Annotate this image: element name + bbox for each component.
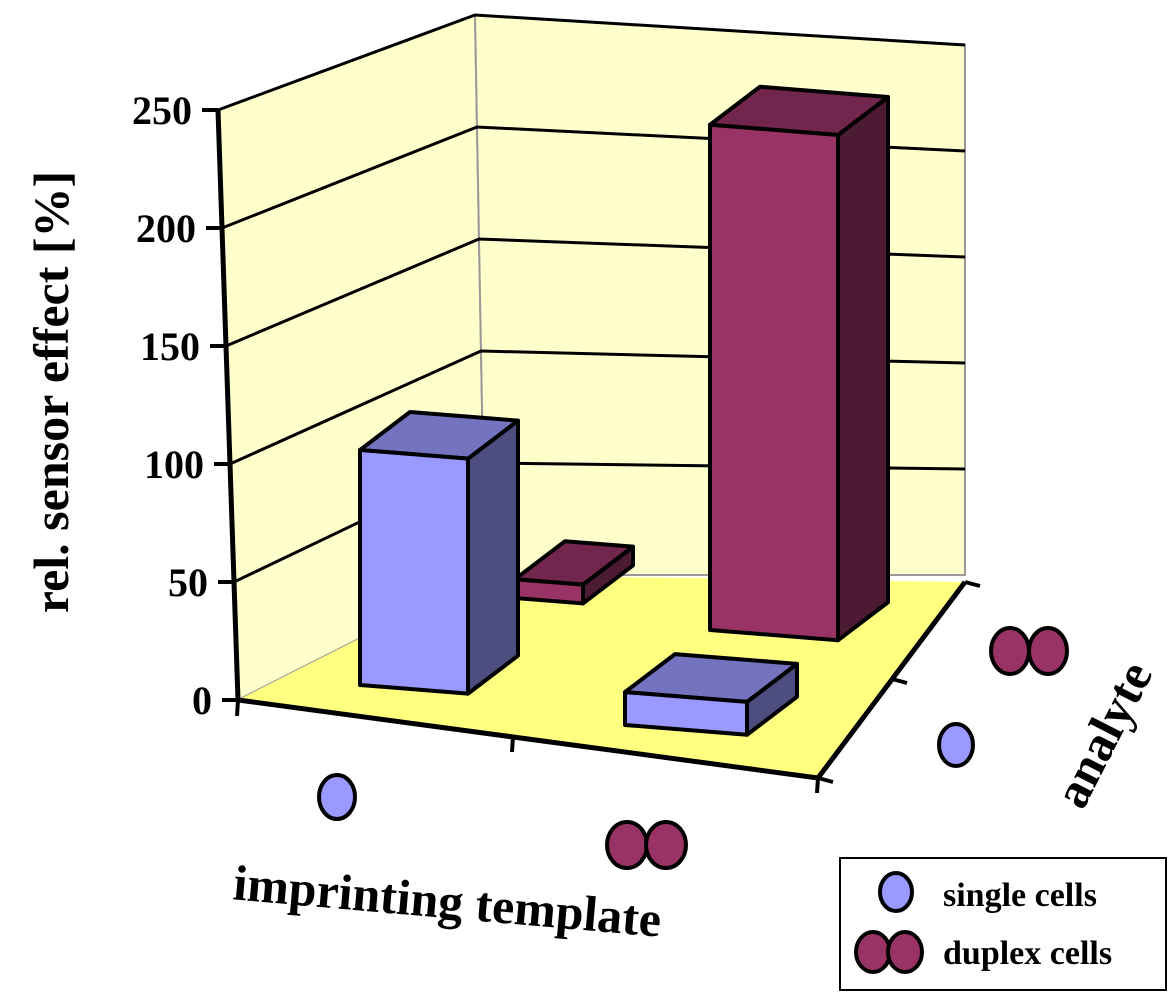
y-tick-label: 250	[132, 88, 192, 133]
y-tick-label: 0	[192, 678, 212, 723]
legend-item-duplex-cells: duplex cells	[854, 930, 1112, 974]
duplex-cell-marker-icon	[605, 820, 649, 870]
bar-front-face	[358, 448, 470, 696]
z-category-single-cells	[937, 722, 975, 768]
y-axis-ticks: 0 50 100 150 200 250	[132, 88, 238, 723]
duplex-cell-marker-icon	[1027, 626, 1069, 676]
y-tick-label: 100	[144, 442, 204, 487]
gridline	[217, 13, 966, 112]
bar-duplex-cells-1	[708, 84, 890, 643]
legend-label-duplex-cells: duplex cells	[943, 935, 1112, 972]
legend-item-single-cells: single cells	[878, 871, 1097, 914]
legend-duplex-cell-icon	[854, 930, 892, 974]
z-axis-title: analyte	[1043, 652, 1164, 816]
y-tick-label: 200	[136, 206, 196, 251]
bar-single-cells-1	[623, 652, 799, 737]
x-category-duplex-cells	[605, 820, 688, 870]
bar-side-face	[466, 418, 520, 696]
legend-label-single-cells: single cells	[943, 877, 1097, 914]
bar-duplex-cells-0	[513, 539, 635, 606]
bars	[358, 84, 890, 737]
legend: single cells duplex cells	[839, 857, 1167, 991]
legend-duplex-cell-icon	[886, 930, 924, 974]
y-tick-label: 50	[168, 560, 208, 605]
single-cell-marker-icon	[317, 773, 357, 821]
z-axis-tick-marks	[817, 580, 981, 784]
legend-single-cell-icon	[878, 871, 914, 913]
x-axis-tick-marks	[235, 699, 820, 794]
duplex-cell-marker-icon	[989, 626, 1031, 676]
x-category-single-cells	[317, 773, 357, 821]
y-axis-title: rel. sensor effect [%]	[23, 171, 79, 613]
bar-single-cells-0	[358, 410, 520, 696]
duplex-cell-marker-icon	[644, 820, 688, 870]
bar-front-face	[513, 577, 585, 606]
bar-front-face	[623, 690, 749, 737]
bar-front-face	[708, 122, 840, 643]
z-category-duplex-cells	[989, 626, 1069, 676]
y-tick-label: 150	[140, 324, 200, 369]
axes	[215, 109, 967, 781]
x-axis-title: imprinting template	[231, 854, 663, 947]
bar-side-face	[836, 94, 890, 643]
single-cell-marker-icon	[937, 722, 975, 768]
